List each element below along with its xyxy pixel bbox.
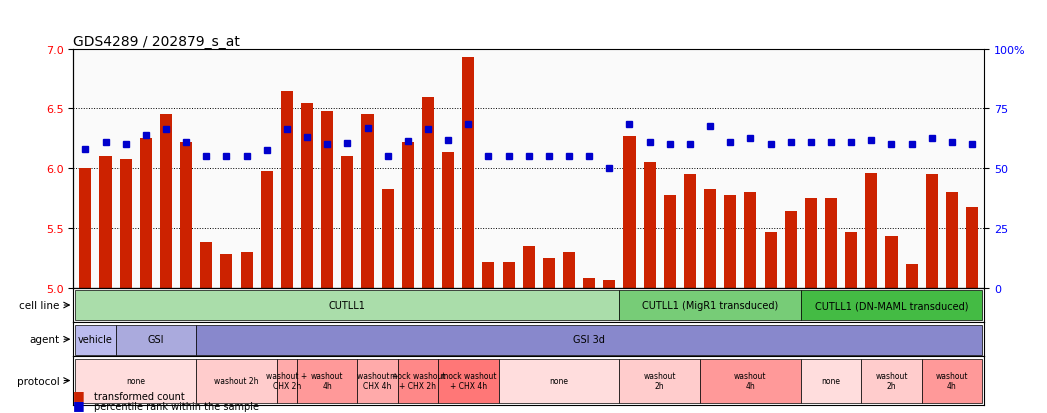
Bar [945,193,958,288]
Bar [966,207,978,288]
Bar [422,97,435,288]
Text: ■: ■ [73,398,85,411]
Bar [321,112,333,288]
Bar [80,169,91,288]
FancyBboxPatch shape [276,359,297,403]
FancyBboxPatch shape [398,359,438,403]
Bar [906,264,917,288]
Bar [361,115,374,288]
Text: ■: ■ [73,388,85,401]
Text: mock washout
+ CHX 4h: mock washout + CHX 4h [441,371,496,390]
Bar [704,189,716,288]
Text: washout
4h: washout 4h [734,371,766,390]
Bar [281,91,293,288]
FancyBboxPatch shape [75,359,196,403]
Bar [99,157,112,288]
Text: CUTLL1 (MigR1 transduced): CUTLL1 (MigR1 transduced) [642,300,778,310]
Bar [644,163,655,288]
Bar [744,193,756,288]
Text: vehicle: vehicle [79,335,113,344]
Text: GDS4289 / 202879_s_at: GDS4289 / 202879_s_at [73,35,240,49]
Bar [583,279,596,288]
Bar [442,152,454,288]
FancyBboxPatch shape [75,291,620,320]
Bar [563,252,575,288]
Text: washout
2h: washout 2h [875,371,908,390]
Bar [784,212,797,288]
Bar [522,247,535,288]
Bar [603,280,616,288]
Text: protocol: protocol [17,375,60,386]
Bar [402,142,414,288]
Text: washout +
CHX 4h: washout + CHX 4h [357,371,398,390]
Text: agent: agent [29,335,60,344]
Bar [341,157,354,288]
Bar [241,252,252,288]
Bar [180,142,193,288]
Text: cell line: cell line [19,300,60,310]
FancyBboxPatch shape [498,359,620,403]
Bar [805,199,817,288]
Bar [302,103,313,288]
Bar [160,115,172,288]
FancyBboxPatch shape [357,359,398,403]
Bar [664,195,676,288]
Bar [825,199,837,288]
Bar [381,189,394,288]
Text: washout
2h: washout 2h [644,371,676,390]
Bar [865,174,877,288]
Text: washout
4h: washout 4h [936,371,968,390]
FancyBboxPatch shape [921,359,982,403]
Bar [886,237,897,288]
FancyBboxPatch shape [115,325,196,355]
FancyBboxPatch shape [75,325,115,355]
Text: washout +
CHX 2h: washout + CHX 2h [266,371,308,390]
Text: none: none [127,376,146,385]
Text: GSI 3d: GSI 3d [574,335,605,344]
Bar [503,262,515,288]
Bar [462,58,474,288]
Text: none: none [822,376,841,385]
Bar [725,195,736,288]
FancyBboxPatch shape [700,359,801,403]
FancyBboxPatch shape [862,359,921,403]
Text: transformed count: transformed count [94,391,185,401]
FancyBboxPatch shape [620,359,700,403]
Text: CUTLL1: CUTLL1 [329,300,365,310]
FancyBboxPatch shape [801,359,862,403]
FancyBboxPatch shape [196,325,982,355]
Bar [119,159,132,288]
Text: mock washout
+ CHX 2h: mock washout + CHX 2h [391,371,446,390]
Text: washout 2h: washout 2h [215,376,259,385]
Bar [845,232,857,288]
Text: none: none [550,376,569,385]
FancyBboxPatch shape [801,291,982,320]
Bar [623,137,636,288]
FancyBboxPatch shape [196,359,276,403]
Bar [261,171,273,288]
Bar [684,175,696,288]
Bar [221,255,232,288]
FancyBboxPatch shape [297,359,357,403]
Bar [764,232,777,288]
Text: percentile rank within the sample: percentile rank within the sample [94,401,260,411]
Bar [200,243,213,288]
Text: GSI: GSI [148,335,164,344]
Text: washout
4h: washout 4h [311,371,343,390]
FancyBboxPatch shape [438,359,498,403]
Bar [926,175,938,288]
Bar [140,139,152,288]
Text: CUTLL1 (DN-MAML transduced): CUTLL1 (DN-MAML transduced) [815,300,968,310]
FancyBboxPatch shape [620,291,801,320]
Bar [483,262,494,288]
Bar [542,259,555,288]
